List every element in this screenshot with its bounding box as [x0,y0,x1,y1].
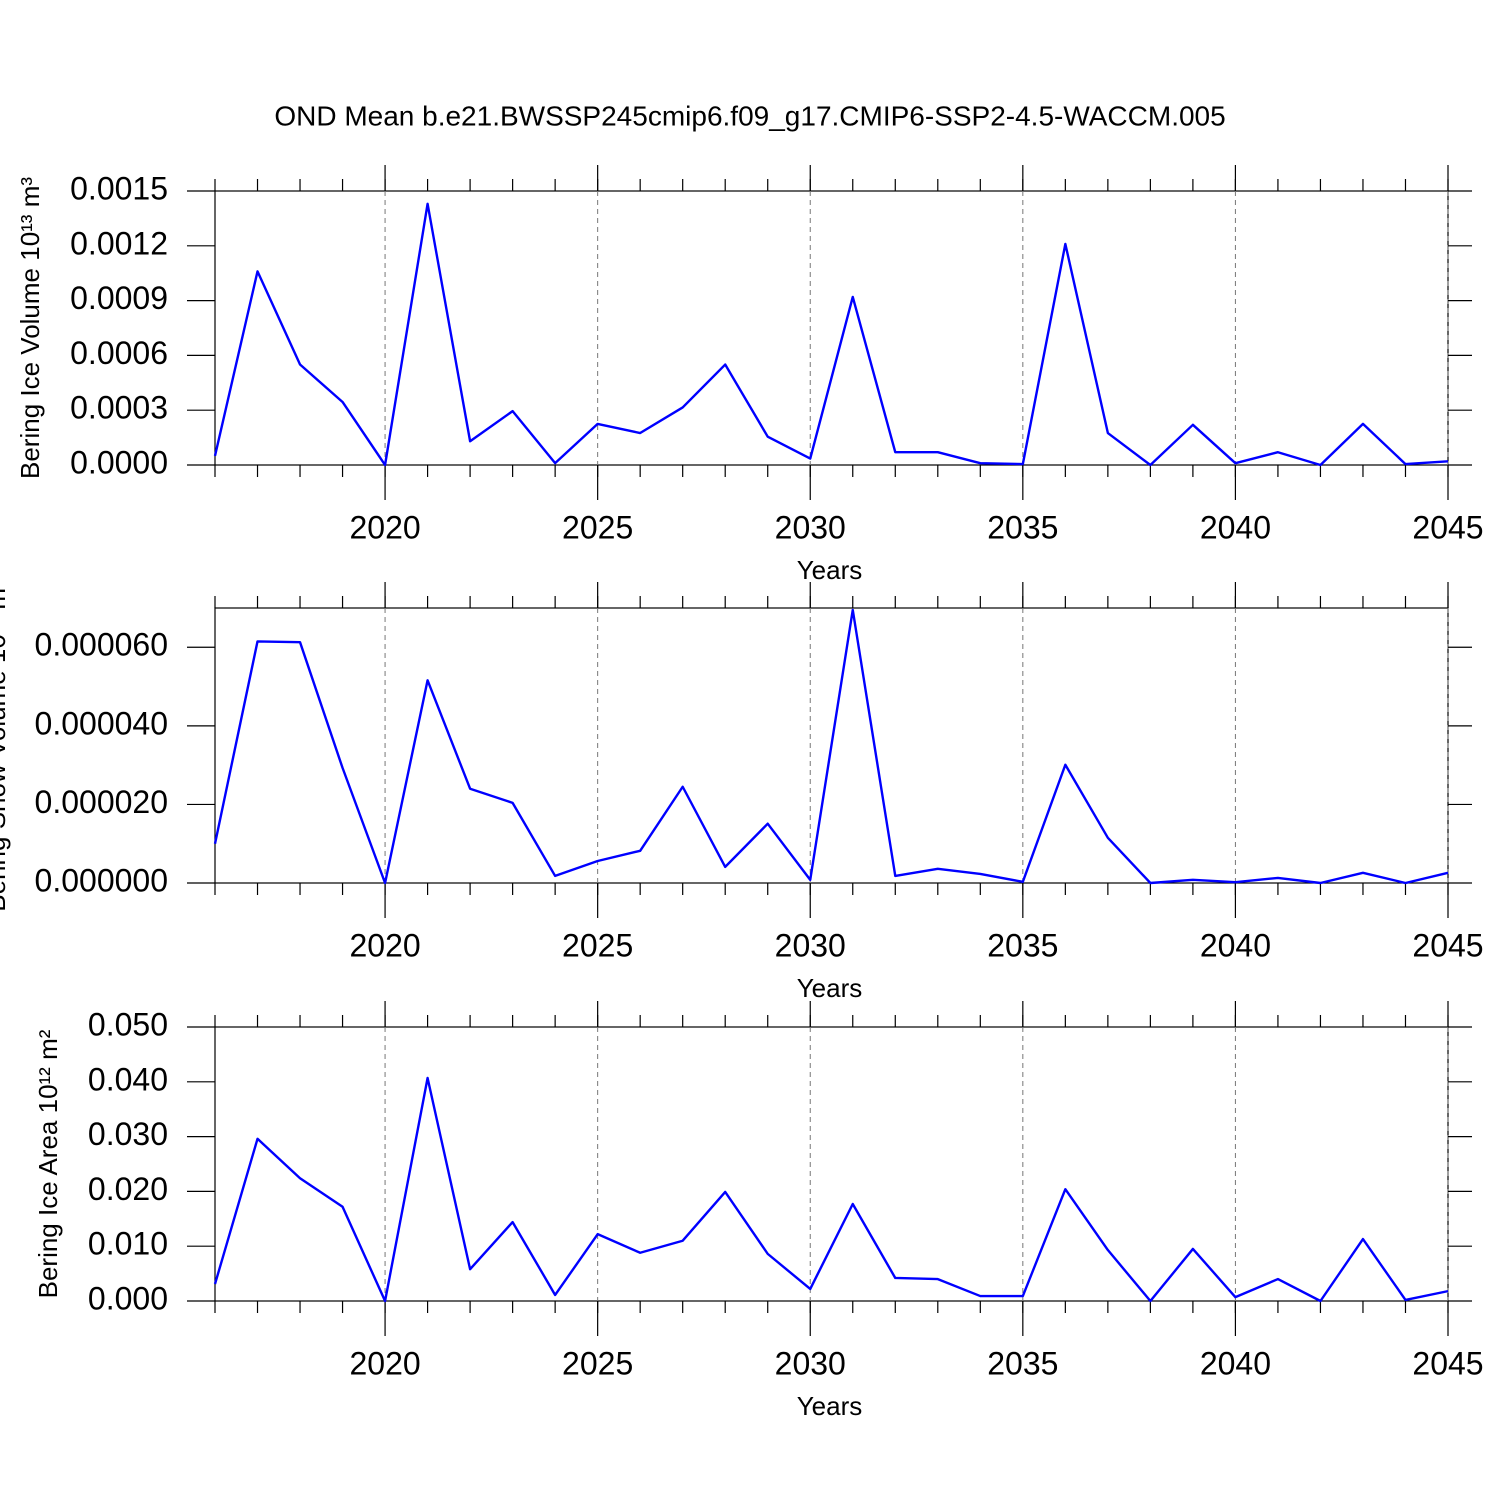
x-tick-label: 2030 [775,927,846,963]
y-axis-label: Bering Ice Volume 10¹³ m³ [15,177,45,479]
y-tick-label: 0.000040 [35,705,168,741]
x-tick-label: 2035 [987,509,1058,545]
x-tick-label: 2045 [1412,1345,1483,1381]
y-tick-label: 0.020 [88,1171,168,1207]
y-tick-label: 0.0000 [70,444,168,480]
data-line [213,202,1449,467]
figure-title: OND Mean b.e21.BWSSP245cmip6.f09_g17.CMI… [274,100,1225,131]
y-tick-label: 0.010 [88,1226,168,1262]
x-tick-label: 2020 [349,509,420,545]
x-tick-label: 2025 [562,927,633,963]
y-tick-label: 0.000020 [35,784,168,820]
x-tick-label: 2040 [1200,509,1271,545]
x-tick-label: 2040 [1200,1345,1271,1381]
x-tick-label: 2040 [1200,927,1271,963]
x-axis-label: Years [797,1391,863,1421]
y-tick-label: 0.000000 [35,862,168,898]
y-tick-label: 0.000 [88,1280,168,1316]
x-tick-label: 2020 [349,927,420,963]
y-axis-label: Bering Snow Volume 10¹³ m³ [0,579,11,912]
x-tick-label: 2025 [562,1345,633,1381]
y-tick-label: 0.0012 [70,225,168,261]
data-line [213,1076,1449,1303]
x-tick-label: 2045 [1412,509,1483,545]
x-tick-label: 2035 [987,927,1058,963]
x-tick-label: 2045 [1412,927,1483,963]
y-axis-label: Bering Ice Area 10¹² m² [33,1029,63,1298]
plot-frame [214,190,1449,466]
x-tick-label: 2035 [987,1345,1058,1381]
x-tick-label: 2030 [775,1345,846,1381]
x-tick-label: 2020 [349,1345,420,1381]
y-tick-label: 0.0006 [70,335,168,371]
x-tick-label: 2030 [775,509,846,545]
y-tick-label: 0.0003 [70,390,168,426]
y-tick-label: 0.0009 [70,280,168,316]
x-axis-label: Years [797,973,863,1003]
x-axis-label: Years [797,555,863,585]
y-tick-label: 0.000060 [35,627,168,663]
data-line [213,608,1449,885]
y-tick-label: 0.0015 [70,170,168,206]
y-tick-label: 0.040 [88,1061,168,1097]
plot-frame [214,1026,1449,1302]
x-tick-label: 2025 [562,509,633,545]
y-tick-label: 0.050 [88,1006,168,1042]
y-tick-label: 0.030 [88,1116,168,1152]
